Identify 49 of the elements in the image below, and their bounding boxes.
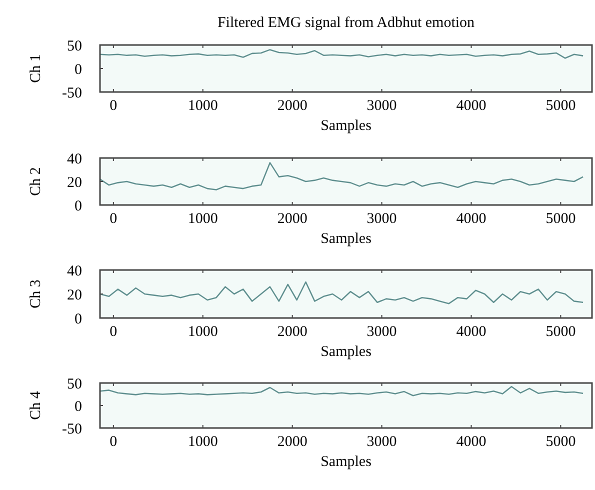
x-tick-label: 5000 bbox=[546, 434, 576, 450]
line-series bbox=[99, 281, 584, 304]
x-axis-title: Samples bbox=[320, 454, 372, 470]
x-axis-title: Samples bbox=[320, 344, 372, 360]
y-axis-title: Ch 4 bbox=[28, 390, 44, 420]
x-tick-label: 3000 bbox=[366, 324, 397, 340]
x-tick-label: 1000 bbox=[188, 434, 218, 450]
x-tick-label: 3000 bbox=[366, 98, 397, 114]
y-tick-label: 0 bbox=[74, 62, 82, 78]
y-axis-title: Ch 1 bbox=[28, 54, 44, 83]
y-tick-label: 0 bbox=[74, 311, 82, 328]
x-tick-label: 4000 bbox=[456, 211, 486, 227]
y-axis-title: Ch 3 bbox=[28, 280, 44, 308]
x-tick-label: 0 bbox=[110, 98, 118, 114]
y-tick-label: 50 bbox=[67, 38, 82, 54]
line-series bbox=[99, 49, 584, 59]
y-axis-title: Ch 2 bbox=[28, 167, 44, 196]
x-tick-label: 3000 bbox=[366, 434, 397, 450]
line-series bbox=[99, 386, 584, 396]
x-tick-label: 3000 bbox=[366, 211, 397, 227]
x-axis-title: Samples bbox=[320, 231, 372, 247]
x-tick-label: 1000 bbox=[188, 324, 218, 340]
x-tick-label: 5000 bbox=[546, 98, 576, 114]
y-tick-label: -50 bbox=[62, 85, 82, 102]
y-tick-label: 50 bbox=[67, 376, 82, 392]
y-tick-label: 20 bbox=[67, 174, 82, 191]
line-series bbox=[99, 162, 584, 190]
x-tick-label: 2000 bbox=[277, 98, 308, 114]
x-tick-label: 1000 bbox=[188, 211, 218, 227]
chart-title: Filtered EMG signal from Adbhut emotion bbox=[217, 15, 476, 31]
x-tick-label: 4000 bbox=[456, 98, 486, 114]
y-tick-label: 0 bbox=[74, 198, 82, 214]
x-tick-label: 4000 bbox=[456, 434, 486, 450]
x-tick-label: 5000 bbox=[546, 211, 576, 227]
y-tick-label: 40 bbox=[67, 263, 82, 280]
x-tick-label: 5000 bbox=[546, 324, 576, 340]
x-tick-label: 4000 bbox=[456, 324, 486, 340]
x-tick-label: 2000 bbox=[277, 434, 308, 450]
y-tick-label: -50 bbox=[62, 421, 82, 438]
x-axis-title: Samples bbox=[320, 118, 372, 134]
y-tick-label: 40 bbox=[67, 151, 82, 168]
x-tick-label: 0 bbox=[110, 434, 118, 450]
x-tick-label: 0 bbox=[110, 324, 118, 340]
y-tick-label: 0 bbox=[74, 398, 82, 415]
x-tick-label: 2000 bbox=[277, 324, 308, 340]
x-tick-label: 1000 bbox=[188, 98, 218, 114]
x-tick-label: 2000 bbox=[277, 211, 308, 227]
y-tick-label: 20 bbox=[67, 287, 82, 304]
x-tick-label: 0 bbox=[110, 211, 118, 227]
